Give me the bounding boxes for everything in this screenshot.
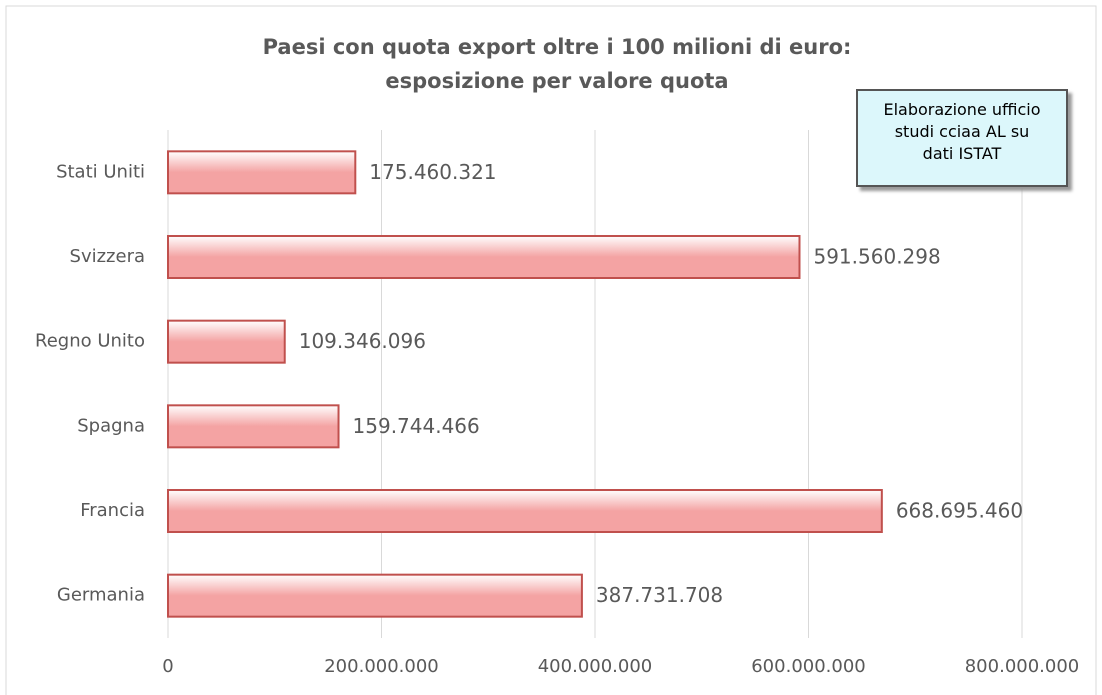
y-tick-label: Stati Uniti (56, 161, 145, 182)
bar (167, 573, 583, 618)
x-tick-label: 200.000.000 (324, 656, 439, 677)
data-label: 668.695.460 (896, 499, 1023, 523)
y-tick-label: Regno Unito (35, 331, 145, 352)
x-tick-label: 600.000.000 (751, 656, 866, 677)
y-tick-label: Spagna (77, 415, 145, 436)
bar (167, 319, 286, 364)
x-tick-label: 800.000.000 (965, 656, 1080, 677)
data-label: 109.346.096 (299, 329, 426, 353)
data-label: 591.560.298 (813, 245, 940, 269)
data-label: 159.744.466 (353, 414, 480, 438)
x-tick-label: 0 (162, 656, 173, 677)
annotation: Elaborazione ufficio studi cciaa AL su d… (856, 89, 1068, 187)
bar (167, 150, 357, 195)
x-tick-label: 400.000.000 (538, 656, 653, 677)
y-tick-label: Germania (57, 585, 145, 606)
data-label: 175.460.321 (369, 160, 496, 184)
data-label: 387.731.708 (596, 583, 723, 607)
bar (167, 489, 883, 533)
chart-title: esposizione per valore quota (385, 69, 728, 93)
bar (167, 235, 801, 279)
y-tick-label: Svizzera (70, 246, 145, 267)
y-tick-label: Francia (80, 500, 145, 521)
bar (167, 404, 340, 449)
chart-title: Paesi con quota export oltre i 100 milio… (263, 35, 852, 59)
